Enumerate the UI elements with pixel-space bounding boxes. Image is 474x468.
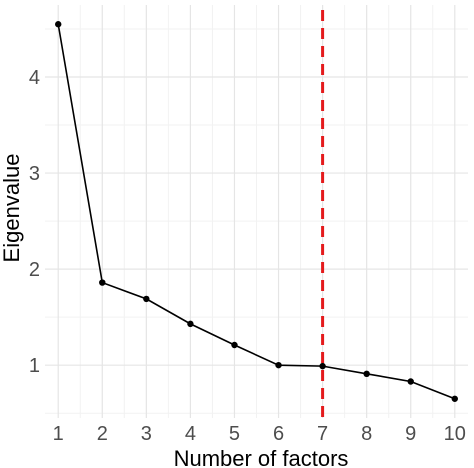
data-point (275, 361, 282, 369)
x-tick-label: 1 (53, 423, 64, 445)
x-tick-label: 2 (97, 423, 108, 445)
series-group (55, 21, 458, 402)
data-point (451, 395, 458, 402)
grid-lines (45, 5, 468, 418)
data-point (55, 21, 62, 28)
data-point (319, 362, 326, 370)
data-point (99, 279, 106, 286)
x-tick-label: 5 (229, 423, 240, 445)
y-tick-label: 2 (29, 259, 40, 281)
x-tick-label: 3 (141, 423, 152, 445)
y-tick-labels: 1 2 3 4 (29, 67, 40, 377)
x-tick-label: 10 (444, 423, 466, 445)
x-tick-labels: 1 2 3 4 5 6 7 8 9 10 (53, 423, 466, 445)
data-point (231, 341, 238, 349)
x-tick-label: 9 (405, 423, 416, 445)
y-tick-label: 4 (29, 67, 40, 89)
x-tick-label: 8 (361, 423, 372, 445)
x-tick-label: 6 (273, 423, 284, 445)
eigenvalue-line (57, 24, 456, 400)
data-point (143, 295, 150, 303)
y-axis-title: Eigenvalue (0, 154, 24, 263)
data-point (187, 320, 194, 328)
data-point (407, 378, 414, 385)
y-tick-label: 3 (29, 163, 40, 185)
x-tick-label: 7 (317, 423, 328, 445)
x-axis-title: Number of factors (174, 446, 349, 468)
y-tick-label: 1 (29, 355, 40, 377)
x-tick-label: 4 (185, 423, 196, 445)
data-point (363, 370, 370, 378)
